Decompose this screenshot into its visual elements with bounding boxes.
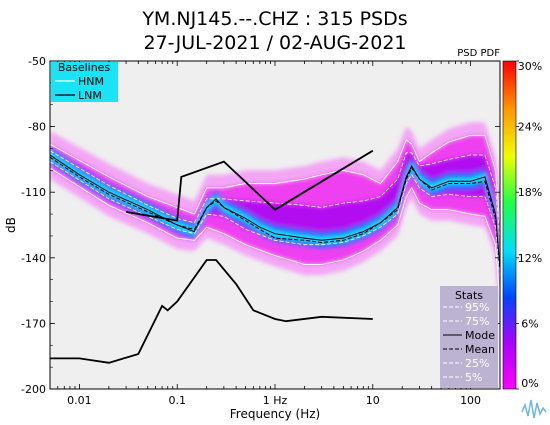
x-tick-label: 0.01 [67, 394, 92, 407]
colorbar-tick-label: 30% [518, 60, 542, 73]
baselines-legend-title: Baselines [58, 61, 111, 74]
stats-75-label: 75% [465, 315, 489, 328]
colorbar [502, 60, 517, 390]
y-axis: -50 -80 -110 -140 -170 -200 [21, 55, 500, 396]
series-line-mean [50, 156, 500, 271]
baseline-lines [50, 149, 374, 364]
stats-95-label: 95% [465, 301, 489, 314]
x-tick-label: 10 [366, 394, 380, 407]
x-tick-label: 100 [460, 394, 481, 407]
hnm-legend-label: HNM [78, 75, 104, 88]
stats-25-label: 25% [465, 357, 489, 370]
baselines-legend: Baselines HNM LNM [51, 61, 118, 102]
waveform-logo-icon [520, 395, 548, 423]
x-axis: 0.01 0.1 1 Hz 10 100 [49, 61, 501, 407]
stats-mean-label: Mean [465, 343, 495, 356]
chart-date-range: 27-JUL-2021 / 02-AUG-2021 [144, 32, 407, 54]
y-tick-label: -170 [21, 317, 46, 330]
x-tick-label: 0.1 [168, 394, 186, 407]
colorbar-tick-label: 6% [521, 317, 538, 330]
psd-pdf-label: PSD PDF [457, 48, 500, 59]
stats-legend-title: Stats [455, 289, 483, 302]
colorbar-tick-label: 24% [518, 121, 542, 134]
series-line-25pct [50, 161, 500, 280]
colorbar-tick-label: 12% [518, 252, 542, 265]
density-band-lines [50, 134, 500, 302]
y-tick-label: -80 [28, 121, 46, 134]
lnm-line [50, 259, 373, 364]
series-line-mode [50, 154, 500, 269]
colorbar-ticks: 0% 6% 12% 18% 24% 30% [516, 60, 542, 390]
x-tick-label: 1 Hz [263, 394, 288, 407]
stat-lines [50, 154, 500, 271]
psd-density [50, 122, 500, 313]
colorbar-tick-label: 0% [521, 377, 538, 390]
stats-legend-box [440, 286, 498, 388]
y-axis-label: dB [4, 217, 18, 233]
density-band-50 [50, 150, 500, 280]
lnm-legend-label: LNM [78, 89, 102, 102]
colorbar-tick-label: 18% [518, 186, 542, 199]
stats-legend: Stats 95% 75% Mode Mean 25% 5% [440, 286, 498, 388]
x-axis-label: Frequency (Hz) [230, 407, 321, 421]
stats-mode-label: Mode [465, 329, 495, 342]
y-tick-label: -140 [21, 252, 46, 265]
y-tick-label: -50 [28, 55, 46, 68]
stats-5-label: 5% [465, 371, 482, 384]
series-line-5pct [50, 167, 500, 302]
series-line-95pct [50, 134, 500, 226]
chart-title: YM.NJ145.--.CHZ : 315 PSDs [141, 8, 407, 30]
y-tick-label: -110 [21, 186, 46, 199]
density-band-core [50, 146, 500, 278]
y-tick-label: -200 [21, 383, 46, 396]
series-line-75pct [50, 150, 500, 241]
hnm-line [125, 149, 374, 222]
